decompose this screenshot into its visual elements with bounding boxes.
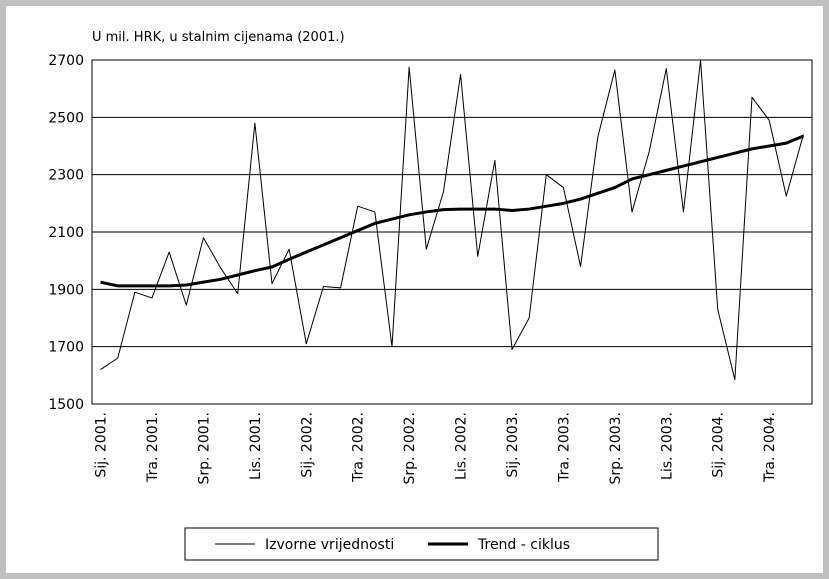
x-tick-label: Sij. 2003.: [505, 412, 521, 478]
x-tick-label: Srp. 2003.: [608, 412, 624, 485]
x-tick-label: Sij. 2002.: [299, 412, 315, 478]
legend-box: [184, 527, 659, 561]
y-tick-label: 2300: [48, 168, 84, 184]
y-axis-label: U mil. HRK, u stalnim cijenama (2001.): [92, 30, 345, 45]
x-tick-label: Srp. 2001.: [196, 412, 212, 485]
x-tick-label: Lis. 2003.: [659, 412, 675, 480]
x-tick-label: Tra. 2002.: [351, 412, 367, 483]
x-tick-label: Sij. 2001.: [94, 412, 110, 478]
x-tick-label: Lis. 2002.: [454, 412, 470, 480]
legend-label: Trend - ciklus: [477, 537, 570, 553]
y-tick-label: 2500: [48, 110, 84, 126]
x-tick-label: Tra. 2001.: [145, 412, 161, 483]
y-tick-label: 2100: [48, 225, 84, 241]
y-tick-label: 1700: [48, 340, 84, 356]
y-tick-label: 1900: [48, 282, 84, 298]
line-series: [100, 134, 805, 288]
x-tick-label: Lis. 2001.: [248, 412, 264, 480]
x-tick-label: Sij. 2004.: [711, 412, 727, 478]
y-tick-label: 1500: [48, 397, 84, 413]
legend-label: Izvorne vrijednosti: [265, 537, 394, 553]
x-tick-label: Tra. 2003.: [556, 412, 572, 483]
y-tick-label: 2700: [48, 53, 84, 69]
line-series: [100, 59, 804, 381]
x-tick-label: Srp. 2002.: [402, 412, 418, 485]
x-tick-label: Tra. 2004.: [762, 412, 778, 483]
